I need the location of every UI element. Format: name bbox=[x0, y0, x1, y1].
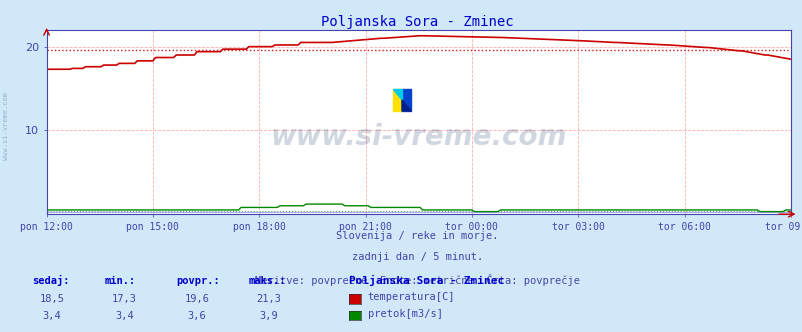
Text: 17,3: 17,3 bbox=[111, 294, 137, 304]
Text: temperatura[C]: temperatura[C] bbox=[367, 292, 455, 302]
Text: pretok[m3/s]: pretok[m3/s] bbox=[367, 309, 442, 319]
Text: 3,6: 3,6 bbox=[187, 311, 206, 321]
Text: 21,3: 21,3 bbox=[256, 294, 282, 304]
Text: 3,4: 3,4 bbox=[43, 311, 62, 321]
Text: 18,5: 18,5 bbox=[39, 294, 65, 304]
Text: povpr.:: povpr.: bbox=[176, 276, 220, 286]
Text: 19,6: 19,6 bbox=[184, 294, 209, 304]
Text: maks.:: maks.: bbox=[249, 276, 286, 286]
Text: 3,4: 3,4 bbox=[115, 311, 134, 321]
Text: Poljanska Sora - Zminec: Poljanska Sora - Zminec bbox=[321, 15, 513, 29]
Text: zadnji dan / 5 minut.: zadnji dan / 5 minut. bbox=[351, 252, 483, 262]
Polygon shape bbox=[402, 100, 411, 111]
Text: sedaj:: sedaj: bbox=[32, 275, 70, 286]
Text: Poljanska Sora - Zminec: Poljanska Sora - Zminec bbox=[349, 275, 504, 286]
Text: 3,9: 3,9 bbox=[259, 311, 278, 321]
Text: www.si-vreme.com: www.si-vreme.com bbox=[270, 123, 566, 151]
Text: min.:: min.: bbox=[104, 276, 136, 286]
Text: Meritve: povprečne  Enote: metrične  Črta: povprečje: Meritve: povprečne Enote: metrične Črta:… bbox=[255, 274, 579, 286]
Text: www.si-vreme.com: www.si-vreme.com bbox=[3, 92, 10, 160]
Polygon shape bbox=[392, 89, 402, 100]
Bar bbox=[402, 89, 411, 111]
Bar bbox=[392, 89, 402, 111]
Text: Slovenija / reke in morje.: Slovenija / reke in morje. bbox=[336, 231, 498, 241]
